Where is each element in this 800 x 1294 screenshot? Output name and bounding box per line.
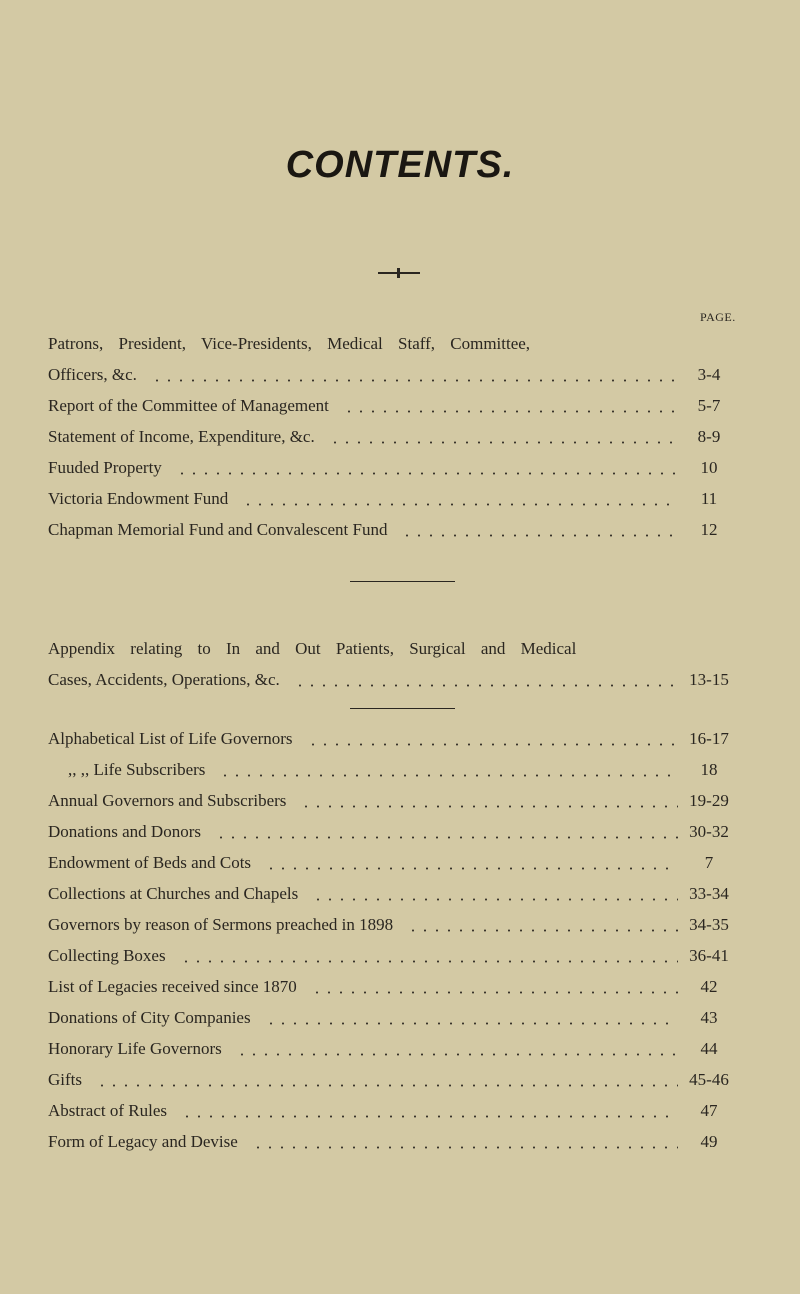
toc-entry: Cases, Accidents, Operations, &c. 13-15	[48, 668, 738, 692]
dot-leader	[151, 379, 678, 382]
toc-entry-label: Annual Governors and Subscribers	[48, 791, 287, 810]
toc-entry-page: 45-46	[689, 1070, 729, 1089]
toc-entry-label: Collections at Churches and Chapels	[48, 884, 299, 903]
toc-entry-page: 19-29	[689, 791, 729, 810]
toc-entry-label: Abstract of Rules	[48, 1101, 167, 1120]
toc-entry: Abstract of Rules 47	[48, 1099, 738, 1123]
toc-entry-page: 7	[704, 853, 714, 872]
dot-leader	[311, 991, 678, 994]
ornament-divider	[378, 268, 420, 278]
toc-entry: Report of the Committee of Management 5-7	[48, 394, 738, 418]
toc-entry: Governors by reason of Sermons preached …	[48, 913, 738, 937]
toc-entry-label: ,, ,, Life Subscribers	[68, 760, 206, 779]
dot-leader	[343, 410, 678, 413]
page-title: CONTENTS.	[285, 144, 515, 186]
dot-leader	[300, 805, 678, 808]
section-divider	[350, 581, 455, 582]
dot-leader	[180, 960, 678, 963]
toc-entry: Collections at Churches and Chapels 33-34	[48, 882, 738, 906]
dot-leader	[312, 898, 678, 901]
dot-leader	[236, 1053, 678, 1056]
toc-entry-label: Donations and Donors	[48, 822, 201, 841]
toc-entry: List of Legacies received since 1870 42	[48, 975, 738, 999]
toc-entry-label: Chapman Memorial Fund and Convalescent F…	[48, 520, 388, 539]
toc-entry-label: Statement of Income, Expenditure, &c.	[48, 427, 315, 446]
toc-entry: ,, ,, Life Subscribers 18	[48, 758, 738, 782]
toc-entry-label: Alphabetical List of Life Governors	[48, 729, 293, 748]
toc-entry: Endowment of Beds and Cots 7	[48, 851, 738, 875]
dot-leader	[294, 684, 678, 687]
toc-entry-page: 43	[700, 1008, 718, 1027]
dot-leader	[265, 867, 678, 870]
toc-entry-page: 18	[700, 760, 718, 779]
toc-entry: Statement of Income, Expenditure, &c. 8-9	[48, 425, 738, 449]
toc-entry-page: 47	[700, 1101, 718, 1120]
toc-entry: Alphabetical List of Life Governors 16-17	[48, 727, 738, 751]
dot-leader	[407, 929, 678, 932]
toc-entry-page: 34-35	[689, 915, 729, 934]
toc-entry-page: 36-41	[689, 946, 729, 965]
dot-leader	[265, 1022, 678, 1025]
toc-entry-page: 12	[700, 520, 718, 539]
toc-entry-page: 5-7	[697, 396, 721, 415]
toc-entry-label: Endowment of Beds and Cots	[48, 853, 252, 872]
toc-entry-label: List of Legacies received since 1870	[48, 977, 297, 996]
dot-leader	[219, 774, 678, 777]
toc-entry: Annual Governors and Subscribers 19-29	[48, 789, 738, 813]
toc-entry-label: Form of Legacy and Devise	[48, 1132, 238, 1151]
dot-leader	[181, 1115, 678, 1118]
toc-entry-label: Collecting Boxes	[48, 946, 166, 965]
toc-entry-page: 33-34	[689, 884, 729, 903]
dot-leader	[176, 472, 678, 475]
toc-entry-label: Honorary Life Governors	[48, 1039, 222, 1058]
toc-entry-page: 49	[700, 1132, 718, 1151]
toc-entry: Victoria Endowment Fund 11	[48, 487, 738, 511]
toc-entry: Fuuded Property 10	[48, 456, 738, 480]
toc-entry: Chapman Memorial Fund and Convalescent F…	[48, 518, 738, 542]
toc-entry: Appendix relating to In and Out Patients…	[48, 637, 738, 661]
toc-entry-label: Governors by reason of Sermons preached …	[48, 915, 394, 934]
toc-entry: Patrons, President, Vice-Presidents, Med…	[48, 332, 738, 356]
dot-leader	[242, 503, 678, 506]
toc-entry: Donations of City Companies 43	[48, 1006, 738, 1030]
toc-entry-page: 10	[700, 458, 718, 477]
dot-leader	[329, 441, 678, 444]
toc-entry: Honorary Life Governors 44	[48, 1037, 738, 1061]
toc-entry-label: Donations of City Companies	[48, 1008, 251, 1027]
toc-entry-page: 3-4	[697, 365, 721, 384]
dot-leader	[215, 836, 678, 839]
toc-entry: Gifts 45-46	[48, 1068, 738, 1092]
page-column-header: PAGE.	[700, 310, 736, 324]
toc-entry: Form of Legacy and Devise 49	[48, 1130, 738, 1154]
toc-entry-label: Appendix relating to In and Out Patients…	[48, 639, 577, 658]
toc-entry-label: Cases, Accidents, Operations, &c.	[48, 670, 280, 689]
toc-entry: Officers, &c. 3-4	[48, 363, 738, 387]
dot-leader	[307, 743, 678, 746]
section-divider	[350, 708, 455, 709]
toc-entry-label: Officers, &c.	[48, 365, 137, 384]
dot-leader	[252, 1146, 678, 1149]
toc-entry-label: Victoria Endowment Fund	[48, 489, 229, 508]
toc-entry: Donations and Donors 30-32	[48, 820, 738, 844]
dot-leader	[401, 534, 678, 537]
toc-entry-label: Fuuded Property	[48, 458, 162, 477]
toc-entry-page: 13-15	[689, 670, 729, 689]
toc-entry-page: 16-17	[689, 729, 729, 748]
toc-entry-label: Report of the Committee of Management	[48, 396, 329, 415]
toc-entry-page: 44	[700, 1039, 718, 1058]
toc-entry-page: 8-9	[697, 427, 721, 446]
toc-entry-page: 30-32	[689, 822, 729, 841]
toc-entry: Collecting Boxes 36-41	[48, 944, 738, 968]
toc-entry-page: 42	[700, 977, 718, 996]
toc-entry-page: 11	[700, 489, 718, 508]
dot-leader	[96, 1084, 678, 1087]
toc-entry-label: Gifts	[48, 1070, 82, 1089]
toc-entry-label: Patrons, President, Vice-Presidents, Med…	[48, 334, 531, 353]
